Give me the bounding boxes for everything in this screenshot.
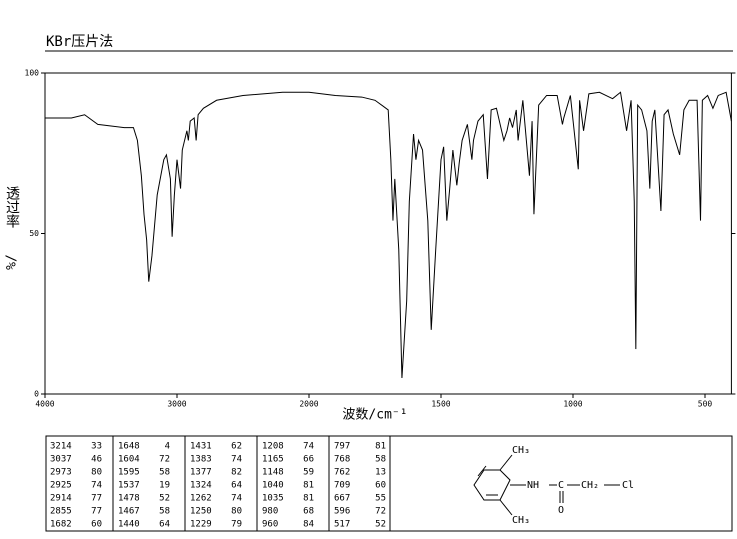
molecule-label: NH xyxy=(527,480,539,491)
peak-transmittance: 55 xyxy=(375,494,386,504)
x-tick-label: 4000 xyxy=(35,400,54,409)
peak-wavenumber: 1467 xyxy=(118,507,140,517)
x-label: 波数/cm⁻¹ xyxy=(342,408,407,423)
peak-wavenumber: 2855 xyxy=(50,507,72,517)
peak-wavenumber: 1262 xyxy=(190,494,212,504)
peak-wavenumber: 3214 xyxy=(50,442,72,452)
peak-transmittance: 58 xyxy=(159,468,170,478)
peak-wavenumber: 1682 xyxy=(50,520,72,530)
peak-transmittance: 79 xyxy=(231,520,242,530)
peak-transmittance: 77 xyxy=(91,507,102,517)
peak-transmittance: 68 xyxy=(303,507,314,517)
peak-wavenumber: 1040 xyxy=(262,481,284,491)
x-tick-label: 1000 xyxy=(563,400,582,409)
peak-wavenumber: 1229 xyxy=(190,520,212,530)
y-tick-label: 0 xyxy=(34,390,39,399)
peak-transmittance: 81 xyxy=(303,481,314,491)
peak-transmittance: 52 xyxy=(375,520,386,530)
table-frame xyxy=(45,435,733,532)
peak-transmittance: 80 xyxy=(91,468,102,478)
peak-transmittance: 33 xyxy=(91,442,102,452)
peak-transmittance: 60 xyxy=(91,520,102,530)
spectrum-line xyxy=(45,91,732,378)
peak-wavenumber: 596 xyxy=(334,507,350,517)
peak-wavenumber: 1377 xyxy=(190,468,212,478)
peak-transmittance: 46 xyxy=(91,455,102,465)
peak-wavenumber: 1604 xyxy=(118,455,140,465)
peak-wavenumber: 667 xyxy=(334,494,350,504)
peak-transmittance: 72 xyxy=(159,455,170,465)
y-tick-label: 100 xyxy=(25,69,40,78)
peak-wavenumber: 797 xyxy=(334,442,350,452)
peak-wavenumber: 1478 xyxy=(118,494,140,504)
peak-transmittance: 81 xyxy=(303,494,314,504)
peak-wavenumber: 709 xyxy=(334,481,350,491)
molecule-label: CH₃ xyxy=(512,445,530,456)
peak-transmittance: 64 xyxy=(231,481,242,491)
peak-transmittance: 4 xyxy=(165,442,170,452)
peak-transmittance: 13 xyxy=(375,468,386,478)
peak-wavenumber: 762 xyxy=(334,468,350,478)
peak-transmittance: 80 xyxy=(231,507,242,517)
peak-transmittance: 72 xyxy=(375,507,386,517)
peak-wavenumber: 2925 xyxy=(50,481,72,491)
peak-transmittance: 52 xyxy=(159,494,170,504)
y-label: 透过率 xyxy=(4,186,20,228)
peak-wavenumber: 2973 xyxy=(50,468,72,478)
x-tick-label: 500 xyxy=(698,400,713,409)
y-unit: %/ xyxy=(5,254,20,270)
peak-transmittance: 62 xyxy=(231,442,242,452)
peak-wavenumber: 1648 xyxy=(118,442,140,452)
peak-transmittance: 82 xyxy=(231,468,242,478)
peak-wavenumber: 1595 xyxy=(118,468,140,478)
peak-transmittance: 19 xyxy=(159,481,170,491)
peak-transmittance: 66 xyxy=(303,455,314,465)
peak-transmittance: 81 xyxy=(375,442,386,452)
peak-transmittance: 74 xyxy=(91,481,102,491)
peak-wavenumber: 1324 xyxy=(190,481,212,491)
peak-transmittance: 59 xyxy=(303,468,314,478)
peak-transmittance: 74 xyxy=(303,442,314,452)
x-tick-label: 2000 xyxy=(299,400,318,409)
peak-transmittance: 60 xyxy=(375,481,386,491)
peak-wavenumber: 1208 xyxy=(262,442,284,452)
peak-wavenumber: 3037 xyxy=(50,455,72,465)
peak-wavenumber: 517 xyxy=(334,520,350,530)
peak-wavenumber: 2914 xyxy=(50,494,72,504)
peak-wavenumber: 1035 xyxy=(262,494,284,504)
peak-wavenumber: 1537 xyxy=(118,481,140,491)
molecule-bonds xyxy=(473,454,620,516)
y-tick-label: 50 xyxy=(29,229,39,238)
peak-transmittance: 74 xyxy=(231,455,242,465)
peak-transmittance: 58 xyxy=(375,455,386,465)
peak-wavenumber: 1431 xyxy=(190,442,212,452)
peak-wavenumber: 768 xyxy=(334,455,350,465)
chart-title: KBr压片法 xyxy=(46,34,113,50)
x-tick-label: 3000 xyxy=(167,400,186,409)
peak-wavenumber: 960 xyxy=(262,520,278,530)
peak-wavenumber: 1383 xyxy=(190,455,212,465)
peak-wavenumber: 1250 xyxy=(190,507,212,517)
peak-transmittance: 64 xyxy=(159,520,170,530)
peak-transmittance: 77 xyxy=(91,494,102,504)
peak-transmittance: 84 xyxy=(303,520,314,530)
molecule-label: O xyxy=(558,505,564,516)
peak-transmittance: 58 xyxy=(159,507,170,517)
peak-wavenumber: 980 xyxy=(262,507,278,517)
x-tick-label: 1500 xyxy=(431,400,450,409)
peak-wavenumber: 1148 xyxy=(262,468,284,478)
peak-wavenumber: 1165 xyxy=(262,455,284,465)
molecule-label: CH₃ xyxy=(512,515,530,526)
molecule-label: Cl xyxy=(622,480,634,491)
peak-wavenumber: 1440 xyxy=(118,520,140,530)
molecule-label: C xyxy=(558,480,564,491)
molecule-label: CH₂ xyxy=(581,480,599,491)
peak-transmittance: 74 xyxy=(231,494,242,504)
